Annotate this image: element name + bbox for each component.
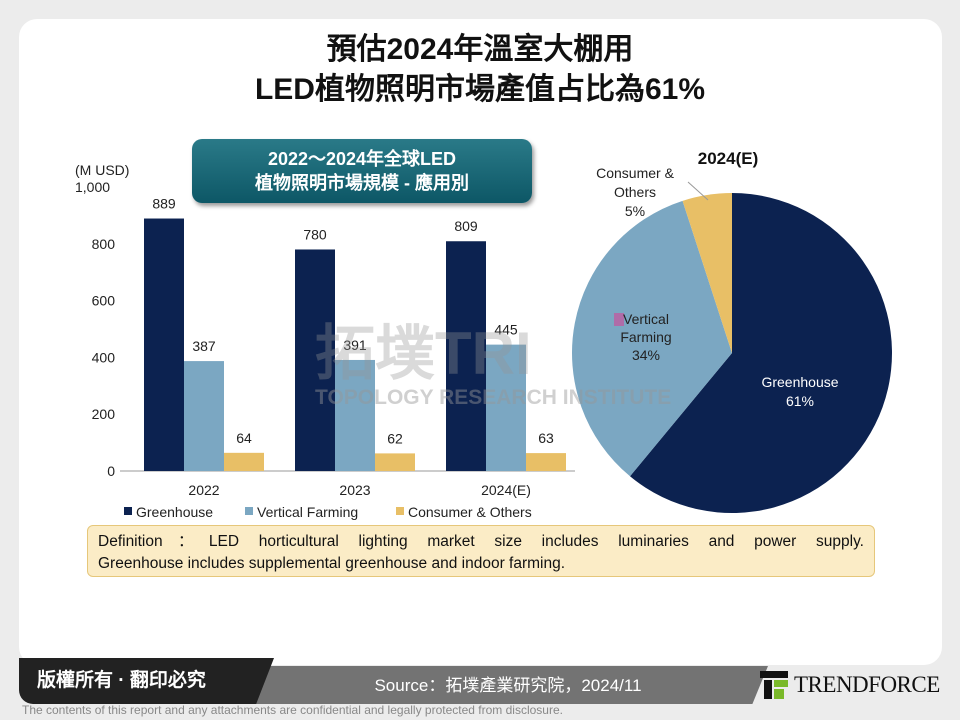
- x-tick-label: 2024(E): [481, 482, 531, 498]
- data-label: 391: [343, 337, 367, 353]
- subtitle-line-1: 2022～2024年全球LED: [267, 149, 457, 169]
- pie-label-marker: [614, 313, 624, 326]
- source-bar: Source：拓墣產業研究院，2024/11: [248, 666, 768, 704]
- chart-subtitle: 2022～2024年全球LED 植物照明市場規模 - 應用別: [192, 139, 532, 203]
- data-label: 387: [192, 338, 216, 354]
- x-tick-label: 2023: [339, 482, 370, 498]
- y-axis-label: (M USD): [75, 162, 129, 178]
- y-tick-label: 200: [92, 406, 116, 422]
- definition-box: Definition：LED horticultural lighting ma…: [87, 525, 875, 577]
- bar-greenhouse-2024(E): [446, 241, 486, 471]
- trendforce-logo: TRENDFORCE: [760, 666, 942, 704]
- title-line-2: LED植物照明市場產值占比為61%: [254, 73, 706, 106]
- pie-slice-greenhouse: [630, 193, 892, 513]
- y-tick-label: 800: [92, 236, 116, 252]
- pie-label-vertical-farming: Farming: [620, 329, 671, 345]
- legend-label: Vertical Farming: [257, 504, 358, 520]
- legend-label: Consumer & Others: [408, 504, 532, 520]
- y-tick-label: 400: [92, 349, 116, 365]
- bar-consumer-others-2024(E): [526, 453, 566, 471]
- bar-greenhouse-2023: [295, 249, 335, 471]
- legend-swatch: [396, 507, 404, 515]
- pie-label-consumer-others: Others: [614, 184, 656, 200]
- y-tick-label: 600: [92, 293, 116, 309]
- y-tick-label: 0: [107, 463, 115, 479]
- legend-swatch: [245, 507, 253, 515]
- logo-mark-icon: [760, 671, 788, 699]
- pie-slice-consumer-others: [682, 193, 732, 353]
- bar-vertical-farming-2024(E): [486, 344, 526, 471]
- y-tick-label: 1,000: [75, 179, 110, 195]
- pie-label-greenhouse: Greenhouse: [761, 374, 838, 390]
- bar-greenhouse-2022: [144, 218, 184, 471]
- copyright-label: 版權所有 · 翻印必究: [19, 658, 274, 704]
- definition-line-2: Greenhouse includes supplemental greenho…: [98, 555, 566, 572]
- pie-title: 2024(E): [698, 149, 758, 168]
- bar-consumer-others-2022: [224, 452, 264, 471]
- pie-label-greenhouse: 61%: [786, 393, 814, 409]
- pie-label-consumer-others: 5%: [625, 203, 645, 219]
- legend-swatch: [124, 507, 132, 515]
- bar-consumer-others-2023: [375, 453, 415, 471]
- logo-text: TRENDFORCE: [794, 672, 940, 697]
- legend-label: Greenhouse: [136, 504, 213, 520]
- bar-vertical-farming-2022: [184, 361, 224, 471]
- data-label: 62: [387, 430, 403, 446]
- data-label: 809: [454, 218, 478, 234]
- data-label: 445: [494, 322, 518, 338]
- pie-label-consumer-others: Consumer &: [596, 165, 674, 181]
- disclaimer: The contents of this report and any atta…: [22, 703, 563, 717]
- pie-label-vertical-farming: Vertical: [623, 311, 669, 327]
- data-label: 64: [236, 430, 252, 446]
- pie-slice-vertical-farming: [572, 200, 732, 477]
- data-label: 63: [538, 430, 554, 446]
- title-line-1: 預估2024年溫室大棚用: [326, 33, 634, 66]
- definition-line-1: Definition：LED horticultural lighting ma…: [98, 533, 864, 550]
- data-label: 889: [152, 196, 176, 212]
- x-tick-label: 2022: [188, 482, 219, 498]
- subtitle-line-2: 植物照明市場規模 - 應用別: [255, 173, 469, 193]
- data-label: 780: [303, 226, 327, 242]
- pie-label-vertical-farming: 34%: [632, 347, 660, 363]
- page-title: 預估2024年溫室大棚用 LED植物照明市場產值占比為61%: [0, 30, 960, 110]
- pie-leader-line: [687, 181, 709, 201]
- bar-vertical-farming-2023: [335, 359, 375, 471]
